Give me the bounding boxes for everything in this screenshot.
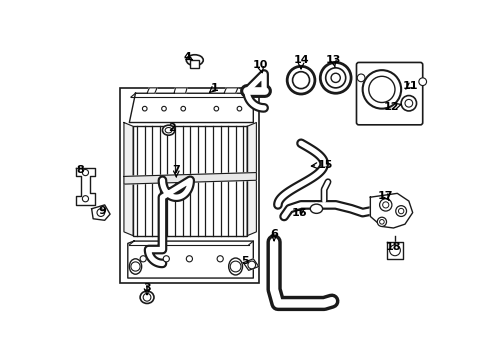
Polygon shape [127,241,253,278]
Circle shape [330,73,340,82]
Circle shape [379,199,391,211]
Circle shape [217,256,223,262]
FancyBboxPatch shape [356,62,422,125]
Circle shape [142,106,147,111]
Bar [120,88,258,283]
Circle shape [325,68,345,88]
Circle shape [368,76,394,103]
Ellipse shape [129,259,142,274]
Text: 3: 3 [143,283,151,293]
Circle shape [292,72,309,89]
Circle shape [97,209,104,216]
Text: 15: 15 [317,160,333,170]
Text: 9: 9 [98,206,106,216]
Circle shape [82,170,88,176]
Text: 10: 10 [252,60,267,70]
Circle shape [404,99,412,107]
Polygon shape [369,193,412,228]
Text: 17: 17 [377,191,393,201]
Circle shape [395,206,406,216]
Circle shape [400,95,416,111]
Circle shape [247,261,255,269]
Text: 14: 14 [293,55,308,65]
Polygon shape [147,88,157,93]
Polygon shape [76,168,95,205]
Circle shape [357,74,364,82]
Circle shape [143,293,151,301]
Text: 6: 6 [269,229,278,239]
Polygon shape [243,259,258,270]
Ellipse shape [310,204,322,213]
Ellipse shape [165,127,172,133]
Polygon shape [174,88,187,93]
Circle shape [379,220,384,224]
Circle shape [140,256,146,262]
Circle shape [186,256,192,262]
Circle shape [362,70,400,109]
Bar [133,126,246,236]
Ellipse shape [228,258,242,275]
Circle shape [377,217,386,226]
Text: 13: 13 [325,55,340,65]
Circle shape [214,106,218,111]
Circle shape [237,106,241,111]
Text: 18: 18 [385,242,400,252]
Text: 4: 4 [183,52,191,62]
Circle shape [418,78,426,86]
Circle shape [82,195,88,202]
Circle shape [398,208,403,214]
Ellipse shape [162,125,174,135]
Polygon shape [91,205,110,220]
Text: 5: 5 [241,256,248,266]
Polygon shape [129,93,253,122]
Circle shape [382,202,388,208]
Circle shape [320,62,350,93]
Ellipse shape [186,55,203,66]
Circle shape [230,261,241,272]
Text: 2: 2 [168,123,176,133]
Text: 16: 16 [291,208,306,217]
Text: 11: 11 [402,81,417,91]
Circle shape [181,106,185,111]
Ellipse shape [140,291,154,303]
Text: 7: 7 [172,165,180,175]
Polygon shape [123,122,133,236]
Bar [190,60,199,68]
Circle shape [162,106,166,111]
Polygon shape [123,172,256,184]
Text: 8: 8 [76,165,84,175]
Text: 1: 1 [210,83,218,93]
Polygon shape [224,88,238,93]
Text: 12: 12 [384,102,399,112]
Circle shape [131,262,140,271]
Polygon shape [386,242,402,259]
Circle shape [286,66,314,94]
Polygon shape [246,122,256,236]
Circle shape [163,256,169,262]
Circle shape [389,245,400,256]
